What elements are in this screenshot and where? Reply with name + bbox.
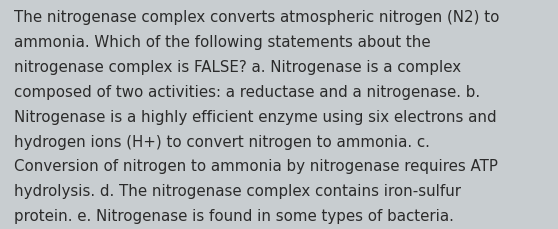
Text: Conversion of nitrogen to ammonia by nitrogenase requires ATP: Conversion of nitrogen to ammonia by nit…	[14, 159, 498, 174]
Text: nitrogenase complex is FALSE? a. Nitrogenase is a complex: nitrogenase complex is FALSE? a. Nitroge…	[14, 60, 461, 75]
Text: The nitrogenase complex converts atmospheric nitrogen (N2) to: The nitrogenase complex converts atmosph…	[14, 10, 499, 25]
Text: hydrolysis. d. The nitrogenase complex contains iron-sulfur: hydrolysis. d. The nitrogenase complex c…	[14, 183, 461, 198]
Text: hydrogen ions (H+) to convert nitrogen to ammonia. c.: hydrogen ions (H+) to convert nitrogen t…	[14, 134, 430, 149]
Text: protein. e. Nitrogenase is found in some types of bacteria.: protein. e. Nitrogenase is found in some…	[14, 208, 454, 223]
Text: ammonia. Which of the following statements about the: ammonia. Which of the following statemen…	[14, 35, 431, 50]
Text: composed of two activities: a reductase and a nitrogenase. b.: composed of two activities: a reductase …	[14, 85, 480, 99]
Text: Nitrogenase is a highly efficient enzyme using six electrons and: Nitrogenase is a highly efficient enzyme…	[14, 109, 497, 124]
